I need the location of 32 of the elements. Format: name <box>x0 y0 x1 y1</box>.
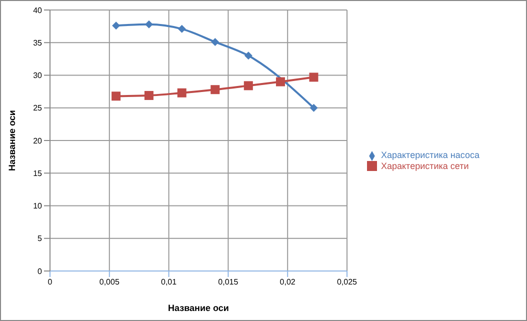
x-tick-label: 0,02 <box>280 278 296 287</box>
y-tick-label: 40 <box>33 6 43 15</box>
y-tick-label: 5 <box>38 234 43 244</box>
point <box>177 88 186 98</box>
point <box>244 81 253 90</box>
point <box>276 77 285 86</box>
y-tick-label: 35 <box>33 38 43 48</box>
point <box>144 90 154 100</box>
y-tick-label: 20 <box>33 136 43 146</box>
x-tick-label: 0,005 <box>99 278 120 287</box>
legend-label: Характеристика насоса <box>381 150 480 160</box>
point <box>309 72 318 82</box>
x-tick-label: 0 <box>48 278 53 287</box>
point <box>244 52 252 60</box>
legend-label: Характеристика сети <box>381 160 469 170</box>
y-tick-label: 25 <box>33 104 43 113</box>
point <box>112 22 120 30</box>
point <box>211 38 220 46</box>
point <box>112 92 121 101</box>
y-tick-label: 10 <box>33 202 43 211</box>
point <box>144 20 153 28</box>
x-tick-label: 0,025 <box>336 278 358 287</box>
point <box>310 104 318 112</box>
x-tick-label: 0,01 <box>161 278 178 287</box>
y-tick-label: 30 <box>33 71 43 80</box>
x-tick-label: 0,015 <box>218 278 239 287</box>
point <box>178 24 186 33</box>
x-axis-title: Название оси <box>168 303 229 313</box>
y-tick-label: 0 <box>38 266 43 276</box>
y-tick-label: 15 <box>33 168 43 178</box>
point <box>210 85 220 94</box>
y-axis-title: Название оси <box>7 110 18 171</box>
